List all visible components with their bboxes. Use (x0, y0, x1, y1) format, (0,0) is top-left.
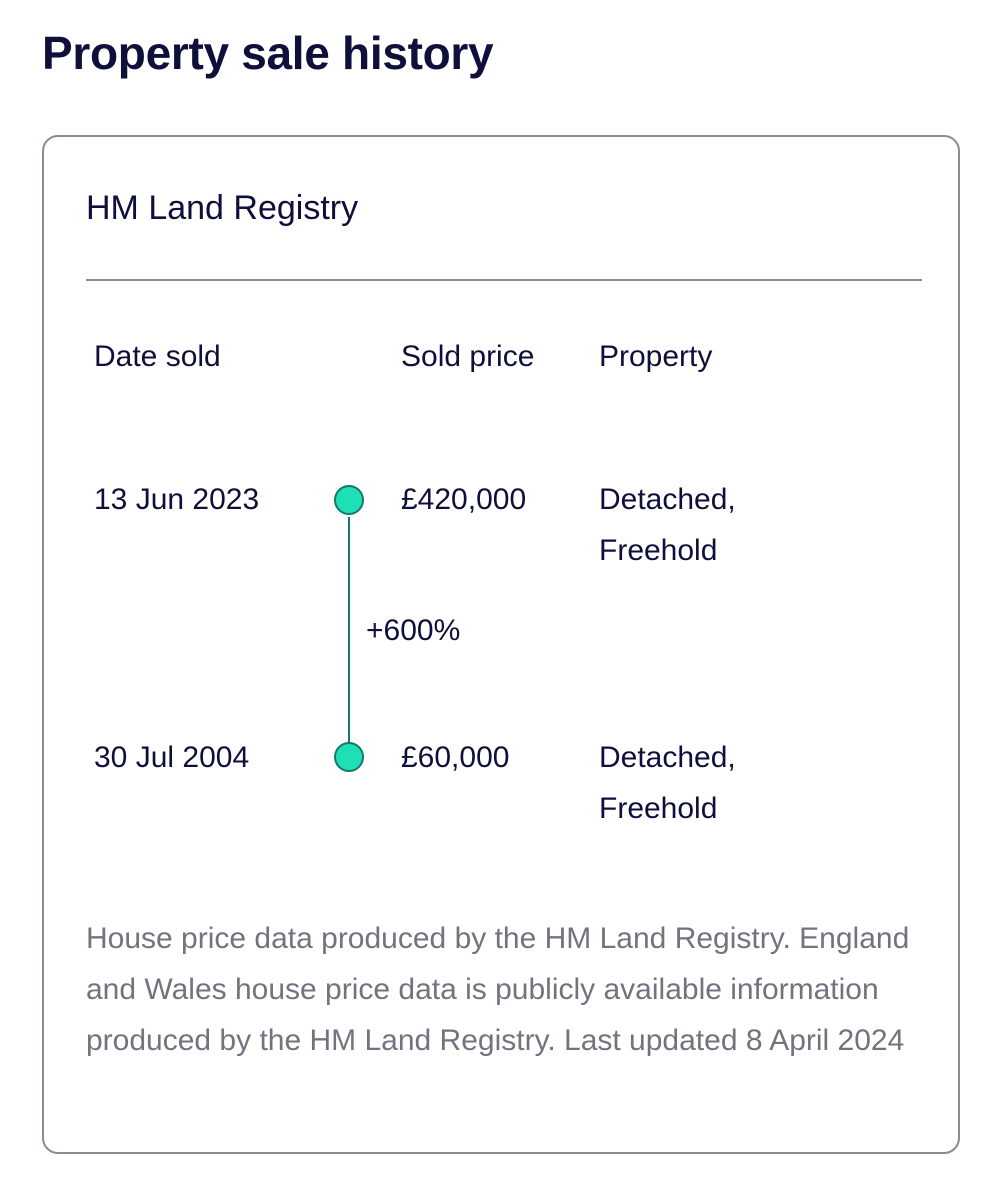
sale-property-line: Freehold (599, 792, 718, 825)
sale-price: £420,000 (401, 483, 527, 516)
sale-property-line: Detached, (599, 483, 736, 516)
sale-history-card: HM Land Registry Date sold Sold price Pr… (42, 135, 960, 1154)
timeline-dot (334, 485, 364, 515)
sale-property-line: Detached, (599, 741, 736, 774)
sale-property-type: Detached, Freehold (599, 474, 736, 576)
timeline-dot (334, 742, 364, 772)
price-change-label: +600% (366, 614, 461, 647)
column-header-property: Property (599, 340, 713, 373)
page-title: Property sale history (42, 27, 494, 79)
sale-date: 13 Jun 2023 (94, 483, 260, 516)
data-source-footnote: House price data produced by the HM Land… (86, 922, 910, 1057)
column-header-price: Sold price (401, 340, 535, 373)
card-title: HM Land Registry (86, 189, 359, 227)
sale-property-type: Detached, Freehold (599, 732, 736, 834)
sale-price: £60,000 (401, 741, 510, 774)
column-header-date: Date sold (94, 340, 221, 373)
timeline-line (348, 517, 350, 757)
sale-date: 30 Jul 2004 (94, 741, 250, 774)
divider (86, 279, 922, 281)
sale-property-line: Freehold (599, 534, 718, 567)
